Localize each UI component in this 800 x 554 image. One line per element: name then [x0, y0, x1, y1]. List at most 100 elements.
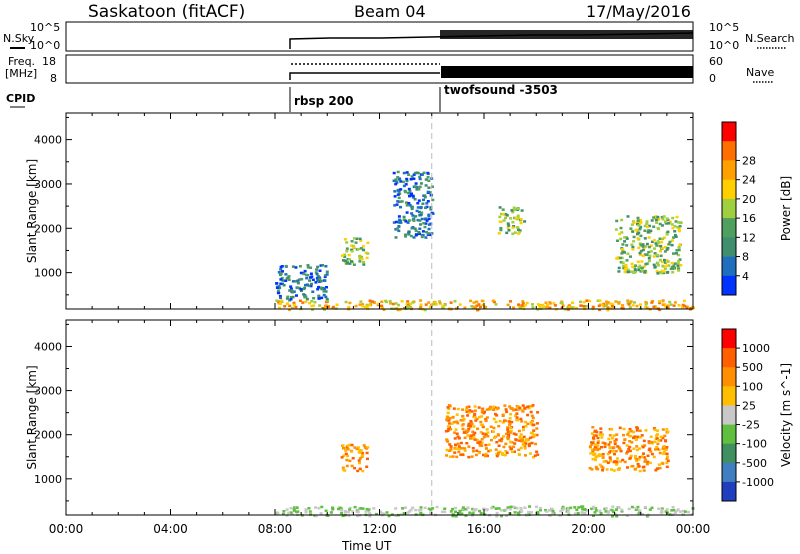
- velocity-cell: [339, 507, 343, 510]
- power-cell: [660, 247, 664, 250]
- velocity-cell: [513, 506, 517, 510]
- velocity-cell: [637, 465, 641, 468]
- power-cell: [643, 271, 647, 274]
- power-cell: [325, 270, 329, 273]
- power-cell: [511, 221, 515, 224]
- velocity-cell: [375, 512, 378, 516]
- velocity-cell: [506, 437, 510, 441]
- y-axis-label: Slant Range [km]: [25, 365, 39, 469]
- velocity-cell: [665, 461, 669, 465]
- power-cell: [661, 303, 665, 306]
- velocity-cell: [583, 508, 587, 511]
- velocity-cell: [472, 436, 476, 439]
- velocity-cell: [635, 459, 639, 463]
- power-cell: [359, 239, 363, 242]
- power-cell: [500, 212, 503, 216]
- power-cell: [654, 218, 658, 222]
- power-cell: [621, 304, 625, 307]
- velocity-cell: [670, 509, 674, 512]
- velocity-cell: [502, 435, 505, 438]
- velocity-cell: [609, 449, 613, 453]
- power-cell: [538, 305, 542, 308]
- velocity-cell: [401, 507, 405, 510]
- velocity-cell: [473, 415, 477, 419]
- velocity-cell: [446, 406, 450, 409]
- power-cell: [360, 257, 364, 261]
- power-cell: [517, 230, 521, 234]
- power-cell: [644, 245, 648, 248]
- power-cell: [658, 222, 662, 226]
- velocity-cell: [526, 405, 530, 409]
- power-cell: [309, 284, 313, 288]
- velocity-cell: [663, 434, 667, 438]
- velocity-cell: [348, 508, 352, 511]
- power-cell: [275, 286, 279, 289]
- power-cell: [520, 304, 524, 307]
- power-cell: [426, 176, 430, 179]
- power-cell: [298, 278, 302, 281]
- power-cell: [559, 301, 563, 305]
- velocity-cell: [590, 432, 594, 435]
- velocity-cell: [356, 514, 359, 518]
- power-cell: [287, 278, 291, 281]
- power-cell: [585, 299, 589, 302]
- velocity-cell: [601, 469, 605, 472]
- power-cell: [425, 230, 428, 234]
- velocity-cell: [622, 433, 625, 437]
- power-cell: [639, 221, 643, 224]
- power-cell: [553, 304, 557, 307]
- colorbar-segment: [722, 179, 736, 200]
- power-cell: [278, 295, 282, 298]
- power-cell: [591, 305, 595, 309]
- velocity-cell: [527, 510, 530, 514]
- power-cell: [326, 305, 330, 309]
- power-cell: [634, 264, 638, 267]
- velocity-cell: [473, 414, 477, 417]
- power-cell: [407, 191, 411, 195]
- power-cell: [511, 210, 515, 214]
- velocity-cell: [471, 430, 475, 433]
- velocity-cell: [295, 506, 299, 509]
- velocity-cell: [350, 464, 354, 468]
- power-cell: [655, 244, 659, 247]
- power-cell: [417, 231, 421, 234]
- power-cell: [407, 173, 411, 176]
- power-cell: [280, 300, 284, 304]
- velocity-cell: [524, 425, 528, 428]
- velocity-cell: [451, 455, 455, 458]
- power-cell: [292, 301, 296, 305]
- power-cell: [531, 306, 535, 309]
- y-tick-label: 1000: [34, 267, 62, 280]
- velocity-cell: [635, 445, 639, 448]
- velocity-cell: [687, 510, 691, 514]
- power-cell: [647, 259, 651, 263]
- velocity-cell: [592, 514, 595, 517]
- power-cell: [602, 305, 606, 308]
- power-cell: [631, 265, 635, 269]
- velocity-cell: [409, 508, 413, 512]
- power-cell: [657, 244, 661, 248]
- power-cell: [415, 209, 419, 213]
- velocity-cell: [647, 441, 651, 445]
- power-cell: [655, 221, 659, 224]
- velocity-cell: [472, 510, 476, 514]
- power-cell: [652, 225, 656, 228]
- x-tick-label: 16:00: [467, 522, 502, 536]
- power-cell: [423, 194, 427, 197]
- colorbar-tick-label: -1000: [742, 476, 774, 489]
- power-cell: [343, 253, 347, 256]
- power-cell: [610, 305, 614, 308]
- power-cell: [347, 305, 351, 309]
- power-cell: [414, 229, 418, 232]
- velocity-cell: [604, 510, 608, 513]
- power-cell: [426, 200, 430, 203]
- velocity-cell: [598, 433, 602, 436]
- velocity-cell: [561, 505, 565, 509]
- power-cell: [419, 303, 423, 306]
- power-cell: [405, 179, 409, 183]
- power-cell: [632, 240, 636, 243]
- power-cell: [679, 221, 683, 224]
- colorbar-tick-label: 25: [742, 399, 756, 412]
- velocity-cell: [523, 440, 527, 443]
- power-cell: [318, 280, 322, 283]
